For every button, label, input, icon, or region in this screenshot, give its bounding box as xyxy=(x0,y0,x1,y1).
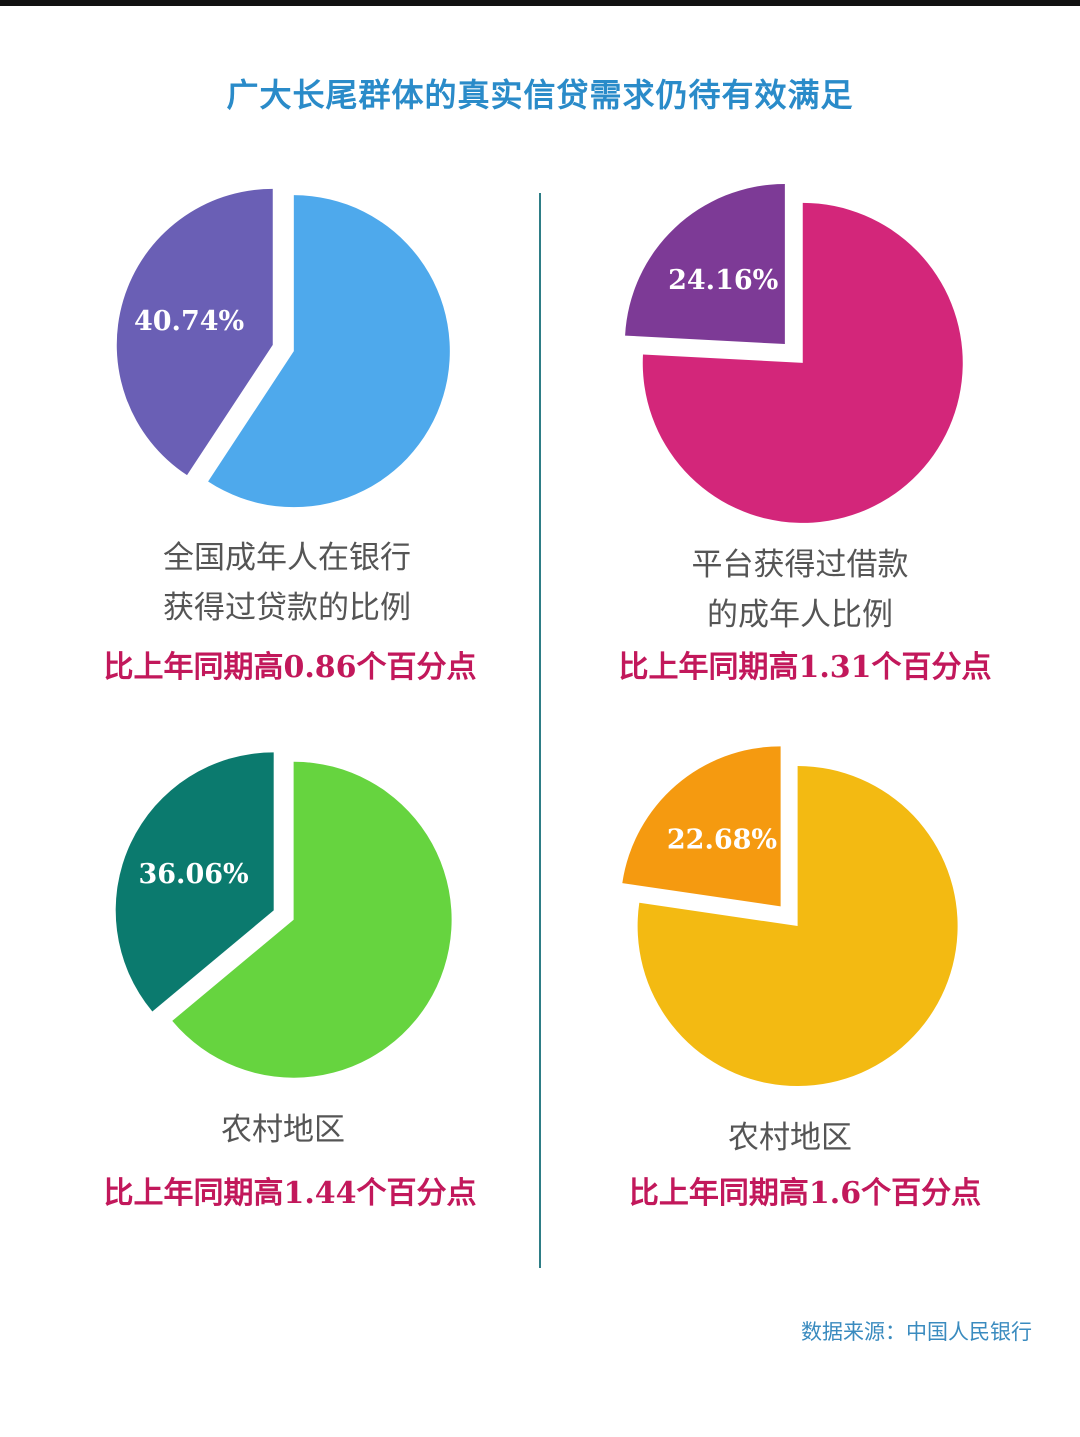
pie-percentage-label: 22.68% xyxy=(667,825,777,856)
pie-slice-remainder xyxy=(637,766,958,1087)
caption-line: 的成年人比例 xyxy=(707,597,893,633)
pie-chart-rural-platform: 22.68% xyxy=(622,746,958,1087)
caption-bank-loans: 全国成年人在银行 获得过贷款的比例 xyxy=(37,533,537,633)
pie-chart-rural-bank: 36.06% xyxy=(115,752,452,1078)
pie-percentage-label: 24.16% xyxy=(668,265,778,296)
highlight-rural-platform: 比上年同期高1.6个百分点 xyxy=(628,1176,982,1211)
pie-percentage-label: 36.06% xyxy=(138,859,248,890)
pie-slice-remainder xyxy=(208,195,450,508)
data-source: 数据来源：中国人民银行 xyxy=(801,1320,1032,1344)
center-divider xyxy=(539,193,541,1268)
pie-slice-remainder xyxy=(642,202,963,523)
pie-slice-highlight xyxy=(116,188,273,476)
caption-platform-loans: 平台获得过借款 的成年人比例 xyxy=(550,540,1050,640)
highlight-platform-loans: 比上年同期高1.31个百分点 xyxy=(618,650,992,685)
caption-line: 全国成年人在银行 xyxy=(163,540,411,576)
top-bar xyxy=(0,0,1080,6)
pie-chart-bank-loans: 40.74% xyxy=(116,188,450,508)
pie-slice-highlight xyxy=(115,752,274,1012)
caption-rural-platform: 农村地区 xyxy=(540,1113,1040,1163)
highlight-rural-bank: 比上年同期高1.44个百分点 xyxy=(103,1176,477,1211)
pie-slice-remainder xyxy=(172,761,452,1078)
highlight-bank-loans: 比上年同期高0.86个百分点 xyxy=(103,650,477,685)
caption-line: 农村地区 xyxy=(221,1112,345,1148)
caption-line: 平台获得过借款 xyxy=(691,547,909,583)
caption-rural-bank: 农村地区 xyxy=(33,1105,533,1155)
caption-line: 获得过贷款的比例 xyxy=(163,590,411,626)
pie-percentage-label: 40.74% xyxy=(134,306,244,337)
infographic-title: 广大长尾群体的真实信贷需求仍待有效满足 xyxy=(226,76,854,114)
caption-line: 农村地区 xyxy=(728,1120,852,1156)
pie-slice-highlight xyxy=(622,746,781,907)
pie-slice-highlight xyxy=(625,184,785,345)
pie-chart-platform-loans: 24.16% xyxy=(625,184,963,523)
